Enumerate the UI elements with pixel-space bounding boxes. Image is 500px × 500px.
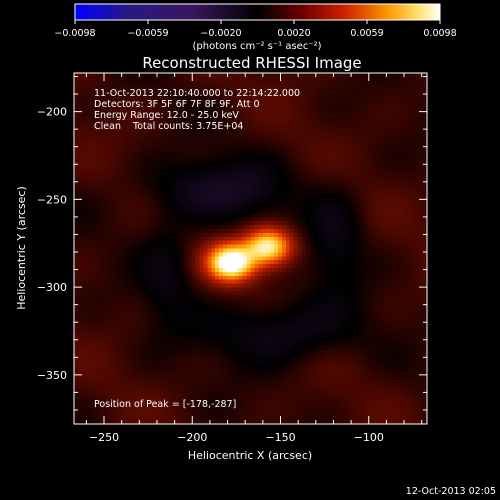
- colorbar-tick-label: −0.0059: [127, 28, 168, 39]
- annotation-clean-counts: Clean Total counts: 3.75E+04: [94, 121, 243, 132]
- footer-date: 12-Oct-2013 02:05: [406, 486, 496, 497]
- x-axis-label: Heliocentric X (arcsec): [188, 449, 312, 462]
- colorbar-unit-label: (photons cm⁻² s⁻¹ asec⁻²): [192, 41, 321, 52]
- colorbar-tick-label: 0.0020: [277, 28, 310, 39]
- heatmap-image: [74, 73, 427, 424]
- colorbar-tick-label: 0.0059: [350, 28, 383, 39]
- colorbar-tick-label: −0.0098: [54, 28, 95, 39]
- annotation-peak-position: Position of Peak = [-178,-287]: [94, 399, 236, 410]
- y-tick-label: −350: [37, 369, 67, 382]
- axes: −250 −200 −150 −100 −200 −250 −300 −350: [37, 73, 427, 444]
- x-tick-label: −100: [354, 431, 384, 444]
- plot-frame: [73, 72, 428, 425]
- chart-title: Reconstructed RHESSI Image: [142, 54, 361, 72]
- annotation-time-range: 11-Oct-2013 22:10:40.000 to 22:14:22.000: [94, 88, 300, 99]
- x-tick-label: −250: [89, 431, 119, 444]
- y-tick-label: −200: [37, 106, 67, 119]
- annotation-detectors: Detectors: 3F 5F 6F 7F 8F 9F, Att 0: [94, 99, 260, 110]
- x-tick-label: −200: [177, 431, 207, 444]
- colorbar-tick-label: 0.0098: [423, 28, 456, 39]
- colorbar-tick-label: −0.0020: [200, 28, 241, 39]
- annotation-energy-range: Energy Range: 12.0 - 25.0 keV: [94, 110, 239, 121]
- x-tick-label: −150: [265, 431, 295, 444]
- colorbar: [74, 3, 441, 21]
- colorbar-ticks: −0.0098 −0.0059 −0.0020 0.0020 0.0059 0.0098: [54, 20, 457, 39]
- y-tick-label: −250: [37, 193, 67, 206]
- y-axis-label: Heliocentric Y (arcsec): [15, 186, 28, 310]
- y-tick-label: −300: [37, 281, 67, 294]
